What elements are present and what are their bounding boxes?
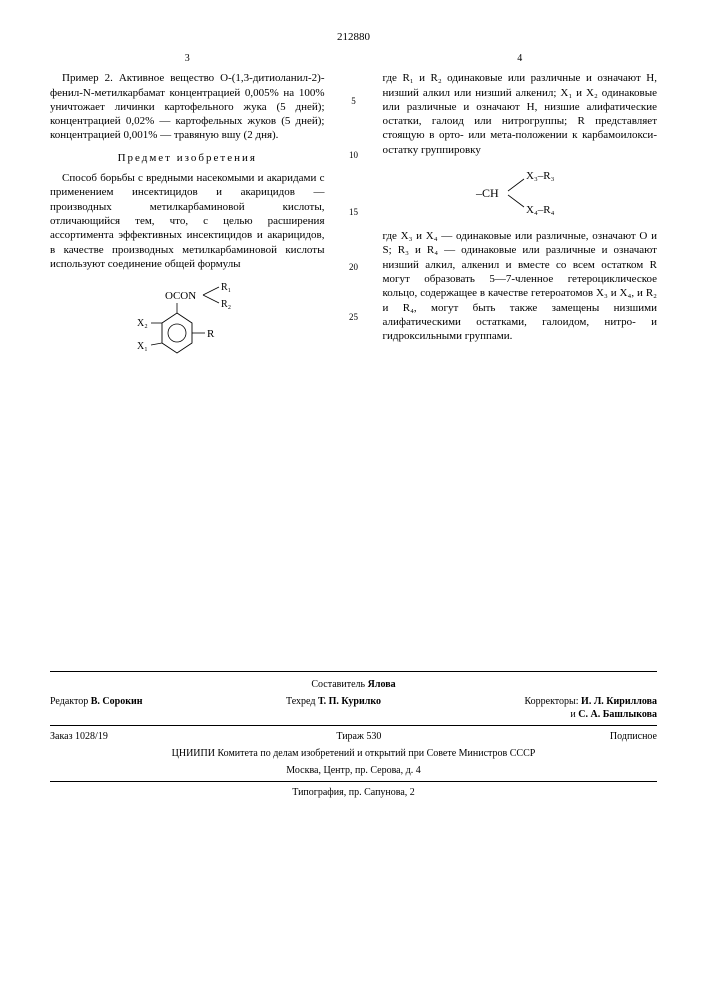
svg-text:X₃–R₃: X₃–R₃ xyxy=(526,170,555,182)
line-marker: 25 xyxy=(345,312,363,324)
line-marker: 15 xyxy=(345,207,363,219)
corr-and: и xyxy=(570,709,575,720)
subscript: Подписное xyxy=(610,730,657,743)
right-para-2: где X₃ и X₄ — одинаковые или различные, … xyxy=(383,229,658,343)
formula1-ocon: OCON xyxy=(165,290,196,302)
formula-2: –CH X₃–R₃ X₄–R₄ xyxy=(383,167,658,219)
svg-text:X₁: X₁ xyxy=(137,341,148,352)
svg-text:R₁: R₁ xyxy=(221,282,231,293)
left-para-2: Способ борьбы с вредными насекомыми и ак… xyxy=(50,171,325,271)
svg-text:X₂: X₂ xyxy=(137,318,148,329)
tech-name: Т. П. Курилко xyxy=(318,696,381,707)
svg-text:R: R xyxy=(207,328,215,340)
tech-label: Техред xyxy=(286,696,315,707)
corr-name-2: С. А. Башлыкова xyxy=(578,709,657,720)
formula-1: OCON R₁ R₂ X₂ X₁ R xyxy=(50,281,325,371)
editor-name: В. Сорокин xyxy=(91,696,143,707)
order-number: Заказ 1028/19 xyxy=(50,730,108,743)
org-address: Москва, Центр, пр. Серова, д. 4 xyxy=(50,764,657,777)
corr-name-1: И. Л. Кириллова xyxy=(581,696,657,707)
typography: Типография, пр. Сапунова, 2 xyxy=(50,786,657,799)
corr-label: Корректоры: xyxy=(524,696,578,707)
right-para-1: где R₁ и R₂ одинаковые или различные и о… xyxy=(383,71,658,157)
col-num-right: 4 xyxy=(383,52,658,65)
left-para-1: Пример 2. Активное вещество О-(1,3-ди­ти… xyxy=(50,71,325,142)
tirage: Тираж 530 xyxy=(336,730,381,743)
compiler-name: Ялова xyxy=(368,679,396,690)
line-marker: 5 xyxy=(345,96,363,108)
svg-text:R₂: R₂ xyxy=(221,299,231,310)
right-column: 4 где R₁ и R₂ одинаковые или различные и… xyxy=(383,52,658,381)
svg-text:–CH: –CH xyxy=(475,186,499,200)
col-num-left: 3 xyxy=(50,52,325,65)
line-marker: 10 xyxy=(345,150,363,162)
org-name: ЦНИИПИ Комитета по делам изобретений и о… xyxy=(50,747,657,760)
left-column: 3 Пример 2. Активное вещество О-(1,3-ди­… xyxy=(50,52,325,381)
compiler-label: Составитель xyxy=(311,679,365,690)
invention-heading: Предмет изобретения xyxy=(50,151,325,165)
line-marker: 20 xyxy=(345,262,363,274)
line-marker-column: 5 10 15 20 25 xyxy=(345,52,363,381)
editor-label: Редактор xyxy=(50,696,88,707)
patent-number: 212880 xyxy=(50,30,657,44)
footer: Составитель Ялова Редактор В. Сорокин Те… xyxy=(50,671,657,799)
svg-text:X₄–R₄: X₄–R₄ xyxy=(526,204,555,216)
main-columns: 3 Пример 2. Активное вещество О-(1,3-ди­… xyxy=(50,52,657,381)
